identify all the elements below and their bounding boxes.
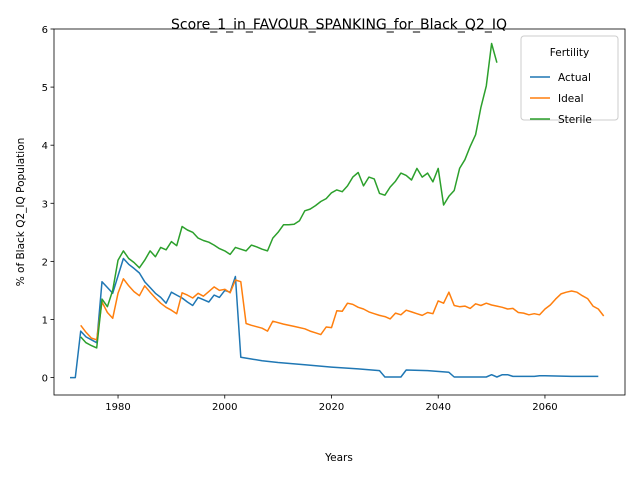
x-tick-label: 2000 (212, 402, 237, 413)
legend-title: Fertility (550, 47, 589, 59)
x-tick-label: 2060 (532, 402, 557, 413)
chart-title: Score_1_in_FAVOUR_SPANKING_for_Black_Q2_… (171, 17, 507, 33)
x-tick-label: 2020 (319, 402, 344, 413)
series-line-sterile (80, 42, 498, 349)
legend-label-ideal: Ideal (558, 93, 584, 105)
x-axis: 1980 2000 2020 2040 2060 (105, 395, 558, 413)
y-axis: 0 1 2 3 4 5 6 (42, 25, 54, 385)
series-layer (70, 42, 605, 379)
y-tick-label: 0 (42, 374, 48, 385)
x-tick-label: 2040 (425, 402, 450, 413)
x-tick-label: 1980 (105, 402, 130, 413)
y-tick-label: 3 (42, 199, 48, 210)
legend-label-sterile: Sterile (558, 114, 592, 126)
legend-label-actual: Actual (558, 72, 591, 84)
y-tick-label: 6 (42, 25, 48, 36)
y-tick-label: 5 (42, 83, 48, 94)
y-tick-label: 4 (42, 141, 48, 152)
legend: Fertility Actual Ideal Sterile (520, 35, 619, 126)
plot-frame (53, 28, 626, 396)
y-tick-label: 1 (42, 315, 48, 326)
y-tick-label: 2 (42, 257, 48, 268)
y-axis-label: % of Black Q2_IQ Population (15, 138, 27, 287)
x-axis-label: Years (324, 452, 353, 464)
legend-box (520, 35, 619, 121)
series-line-ideal (80, 278, 605, 341)
series-line-actual (70, 257, 599, 379)
